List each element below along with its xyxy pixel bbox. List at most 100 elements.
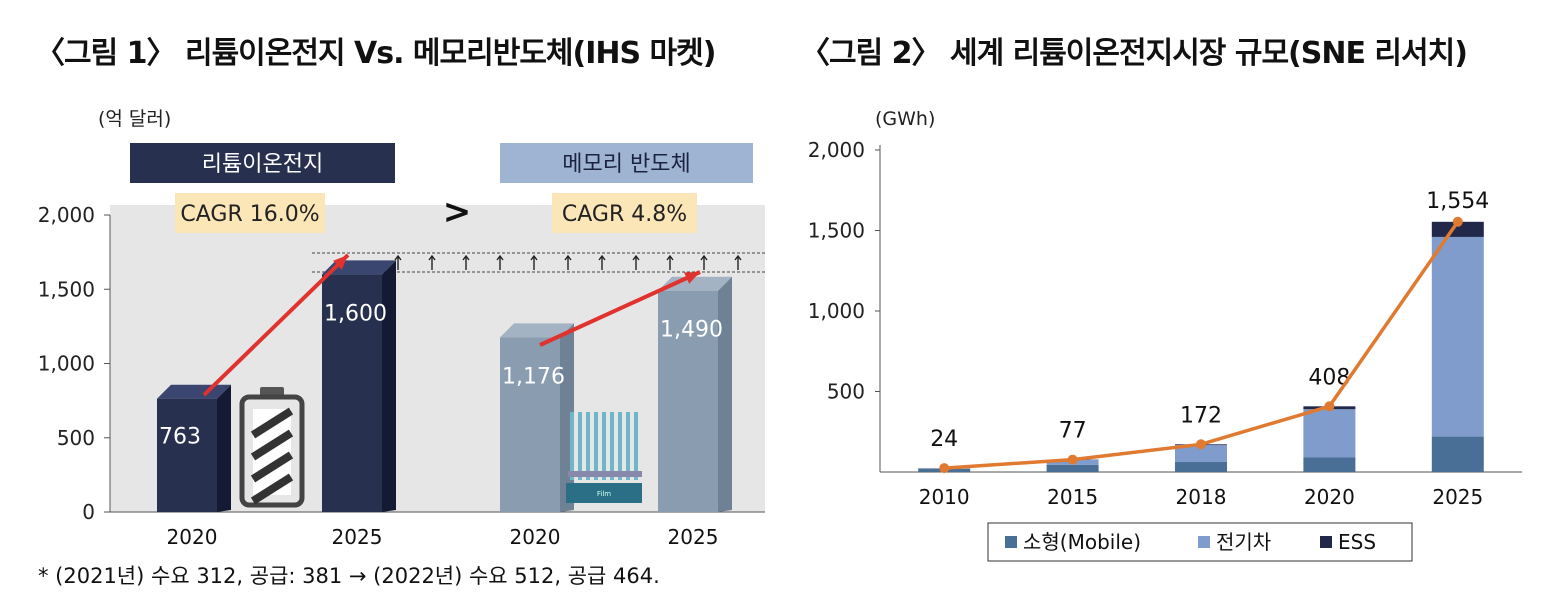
y-axis-unit: (억 달러) (98, 108, 171, 130)
chip-base (566, 483, 642, 503)
chip-pillar (610, 412, 614, 480)
chip-pillar (570, 412, 574, 480)
chip-pillar (586, 412, 590, 480)
chip-pillar (594, 412, 598, 480)
band-arrow (666, 254, 674, 270)
y-tick-label: 2,000 (808, 138, 865, 162)
battery-stripe (250, 473, 294, 505)
y-tick-label: 1,000 (808, 299, 865, 323)
band-arrow (530, 254, 538, 270)
comparison-symbol: > (443, 192, 472, 232)
stacked-bar-segment (1175, 462, 1227, 472)
band-arrow (734, 254, 742, 270)
group-header-label: 메모리 반도체 (562, 152, 690, 177)
bar-side (382, 260, 396, 512)
stacked-bar-segment (1046, 464, 1099, 472)
y-tick-label: 1,000 (38, 352, 95, 376)
battery-body (239, 394, 305, 508)
x-tick-label: 2020 (510, 525, 561, 549)
x-tick-label: 2018 (1176, 485, 1227, 509)
x-tick-label: 2025 (332, 525, 383, 549)
chip-pillar (602, 412, 606, 480)
x-tick-label: 2010 (919, 485, 970, 509)
band-arrow (598, 254, 606, 270)
trend-point (1196, 439, 1206, 450)
y-tick-label: 0 (82, 500, 95, 524)
legend-label: ESS (1338, 530, 1376, 554)
growth-arrow (539, 270, 701, 347)
cagr-label: CAGR 16.0% (180, 202, 319, 227)
x-tick-label: 2025 (668, 525, 719, 549)
group-header-label: 리튬이온전지 (202, 152, 323, 177)
bar-side (217, 384, 231, 512)
chip-pillar (618, 412, 622, 480)
stacked-bar-segment (1303, 457, 1356, 472)
trend-point (939, 463, 950, 474)
stacked-bar-segment (1431, 221, 1484, 237)
legend-swatch (1005, 536, 1017, 548)
total-value-label: 172 (1180, 403, 1222, 428)
bar-value-label: 763 (159, 425, 201, 450)
band-arrow (394, 254, 402, 270)
legend-swatch (1320, 536, 1332, 548)
legend: 소형(Mobile) 전기차 ESS (987, 522, 1413, 562)
stacked-bar-segment (1303, 409, 1356, 458)
stacked-bar-segment (1431, 236, 1484, 437)
trend-point (1452, 216, 1463, 227)
band-arrow (700, 254, 708, 270)
y-tick-label: 1,500 (38, 277, 95, 301)
chip-pillar (626, 412, 630, 480)
figure-2-chart: (GWh) 500 1,000 1,500 2,000 2010 24 2015 77 2018 1… (808, 108, 1522, 562)
y-axis-unit: (GWh) (875, 108, 935, 130)
battery-icon (239, 387, 305, 508)
bar (500, 337, 560, 512)
total-trend-line (944, 220, 1460, 470)
stacked-bar-segment (1175, 445, 1227, 463)
cagr-label: CAGR 4.8% (562, 202, 687, 227)
group-header-box (130, 143, 395, 183)
band-arrow (428, 254, 436, 270)
figure-1-title: 〈그림 1〉 리튬이온전지 Vs. 메모리반도체(IHS 마켓) (35, 36, 716, 71)
chip-pillar (578, 412, 582, 480)
stacked-bar-segment (1431, 436, 1484, 472)
figure-1-chart: (억 달러) 0 500 1,000 1,500 2,000 763 2020 1,600 202… (38, 108, 765, 549)
bar-top (658, 276, 732, 291)
cagr-box (175, 193, 325, 233)
chip-base-label: Film (597, 490, 611, 498)
x-tick-label: 2020 (167, 525, 218, 549)
group-header-box (500, 143, 753, 183)
x-tick-label: 2020 (1304, 485, 1355, 509)
y-tick-label: 1,500 (808, 219, 865, 243)
chip-layer (568, 471, 642, 477)
bar (157, 398, 217, 512)
legend-label: 전기차 (1216, 530, 1271, 554)
x-tick-label: 2015 (1047, 485, 1098, 509)
y-tick-label: 500 (827, 380, 865, 404)
trend-point (1067, 454, 1078, 465)
x-tick-label: 2025 (1432, 485, 1483, 509)
cagr-box (552, 193, 697, 233)
bar-value-label: 1,490 (660, 318, 723, 343)
bar (322, 274, 382, 512)
bar-side (718, 276, 732, 512)
battery-stripe (250, 429, 294, 461)
battery-stripe (250, 451, 294, 483)
band-arrow (462, 254, 470, 270)
chip-pillar (634, 412, 638, 480)
bar (658, 290, 718, 512)
bar-top (500, 323, 574, 338)
band-arrow (564, 254, 572, 270)
figure-2-title: 〈그림 2〉 세계 리튬이온전지시장 규모(SNE 리서치) (800, 36, 1468, 71)
y-tick-label: 500 (57, 426, 95, 450)
bar-value-label: 1,176 (502, 364, 565, 389)
band-arrow (496, 254, 504, 270)
total-value-label: 1,554 (1426, 189, 1489, 214)
legend-swatch (1198, 536, 1210, 548)
battery-stripe (250, 407, 294, 439)
growth-arrowhead (333, 255, 348, 270)
total-value-label: 24 (930, 427, 958, 452)
semiconductor-icon: Film (566, 412, 642, 503)
bar-value-label: 1,600 (324, 301, 387, 326)
trend-point (1324, 401, 1335, 412)
y-tick-label: 2,000 (38, 203, 95, 227)
